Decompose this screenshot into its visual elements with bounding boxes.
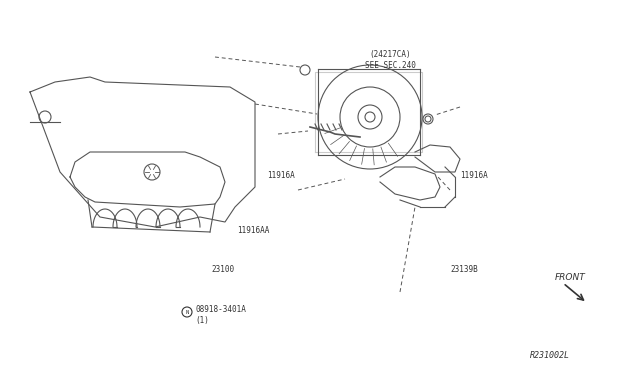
Text: FRONT: FRONT	[555, 273, 586, 282]
Text: N: N	[186, 310, 189, 314]
Text: 08918-3401A
(1): 08918-3401A (1)	[195, 305, 246, 325]
Text: (24217CA)
SEE SEC.240: (24217CA) SEE SEC.240	[365, 50, 415, 70]
Text: R231002L: R231002L	[530, 350, 570, 359]
Text: 11916A: 11916A	[460, 170, 488, 180]
Text: 11916AA: 11916AA	[237, 225, 270, 234]
Text: 11916A: 11916A	[268, 170, 295, 180]
Text: 23139B: 23139B	[450, 266, 477, 275]
Text: 23100: 23100	[212, 266, 235, 275]
